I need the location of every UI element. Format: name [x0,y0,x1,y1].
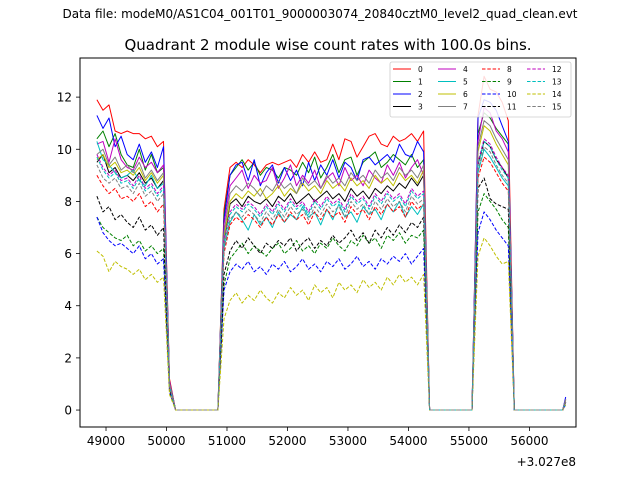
chart-title: Quadrant 2 module wise count rates with … [124,36,531,54]
x-offset-label: +3.027e8 [517,455,576,469]
figure-supertitle: Data file: modeM0/AS1C04_001T01_90000030… [62,7,578,21]
legend-frame [389,61,572,118]
legend-label-module-0: 0 [418,65,423,74]
plot-frame [79,57,577,428]
series-layer [96,75,567,411]
x-tick-label: 55000 [450,434,488,448]
series-line-module-9 [96,193,567,411]
series-line-module-4 [96,107,567,411]
legend-label-module-3: 3 [418,103,423,112]
x-tick-label: 49000 [87,434,125,448]
x-tick-label: 56000 [510,434,548,448]
y-tick-label: 2 [64,351,72,365]
series-line-module-8 [96,156,567,411]
legend-label-module-12: 12 [552,65,562,74]
legend-label-module-2: 2 [418,90,423,99]
series-line-module-6 [96,125,567,411]
x-tick-label: 51000 [208,434,246,448]
legend-label-module-6: 6 [463,90,468,99]
legend-label-module-4: 4 [463,65,468,74]
legend-label-module-5: 5 [463,78,468,87]
x-tick-label: 52000 [268,434,306,448]
y-tick-label: 12 [57,91,72,105]
x-tick-label: 50000 [147,434,185,448]
y-tick-label: 0 [64,404,72,418]
legend-label-module-10: 10 [507,90,517,99]
y-tick-label: 10 [57,143,72,157]
y-axis: 0 2 4 6 8 10 12 [57,91,80,418]
series-line-module-14 [96,237,567,411]
y-tick-label: 8 [64,195,72,209]
legend-label-module-1: 1 [418,78,423,87]
y-tick-label: 6 [64,247,72,261]
legend-label-module-11: 11 [507,103,517,112]
legend-label-module-7: 7 [463,103,468,112]
legend-label-module-15: 15 [552,103,562,112]
legend-label-module-9: 9 [507,78,512,87]
series-line-module-15 [96,146,567,411]
x-axis: 49000 50000 51000 52000 53000 54000 55000 56000 [87,427,549,448]
x-tick-label: 54000 [389,434,427,448]
legend-label-module-8: 8 [507,65,512,74]
legend-label-module-13: 13 [552,78,562,87]
legend-label-module-14: 14 [552,90,562,99]
x-tick-label: 53000 [329,434,367,448]
y-tick-label: 4 [64,299,72,313]
